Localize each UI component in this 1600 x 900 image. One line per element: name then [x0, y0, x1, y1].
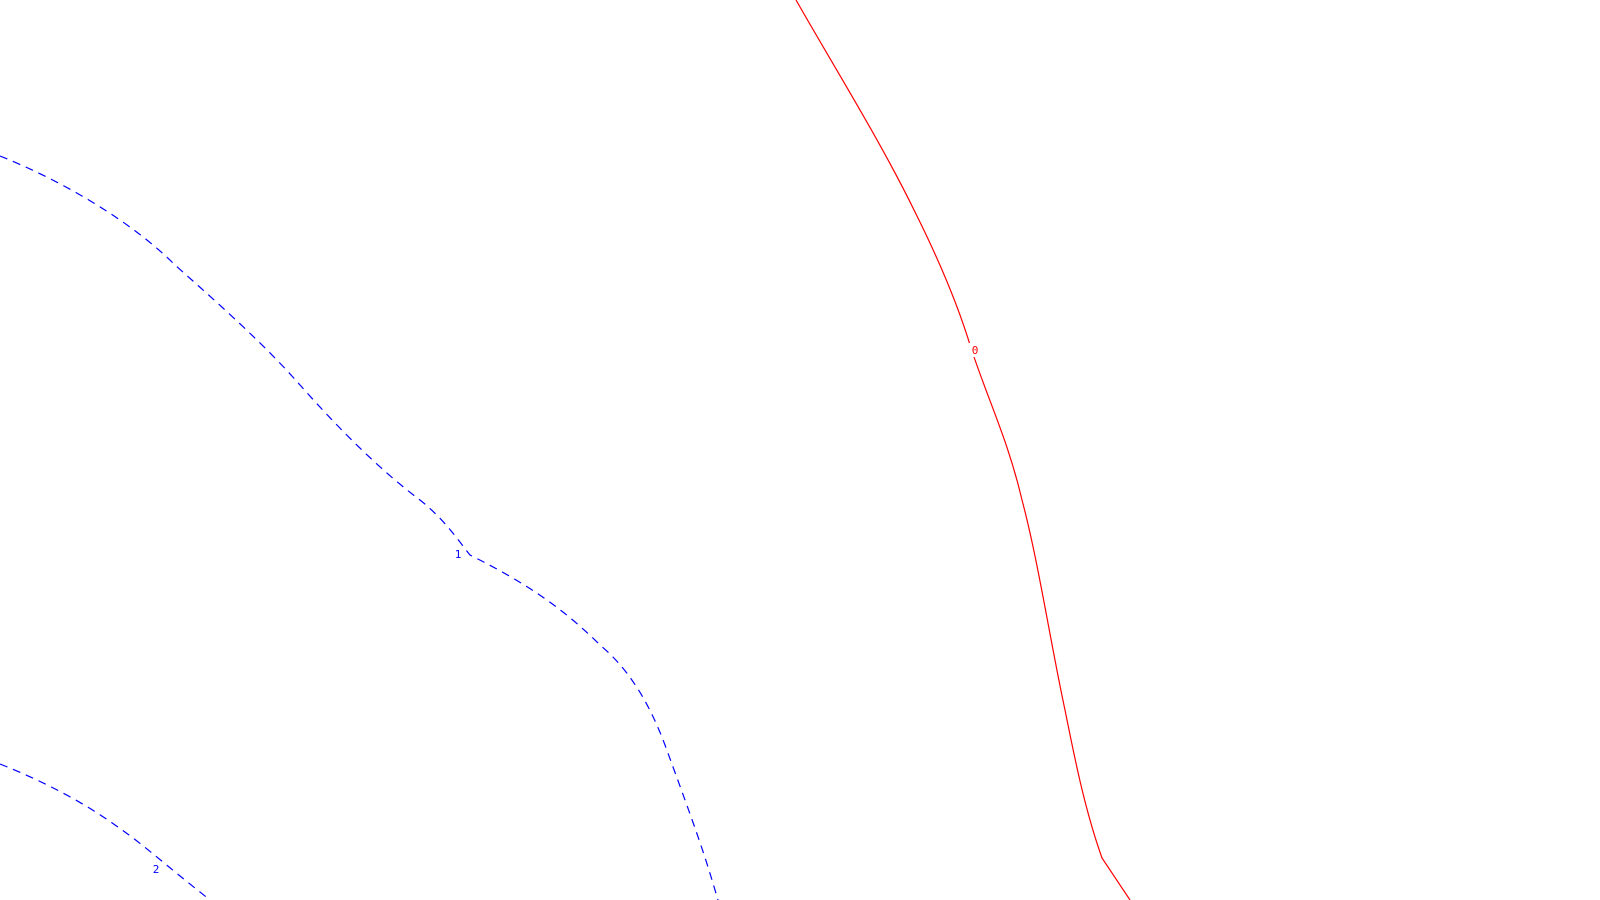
- contour-label-1: 1: [455, 548, 462, 561]
- contour-line-1: [0, 155, 719, 900]
- contour-line-0: [795, 0, 1131, 900]
- contour-line-2: [0, 763, 211, 900]
- contour-label-0: 0: [972, 344, 979, 357]
- contour-label-2: 2: [153, 863, 160, 876]
